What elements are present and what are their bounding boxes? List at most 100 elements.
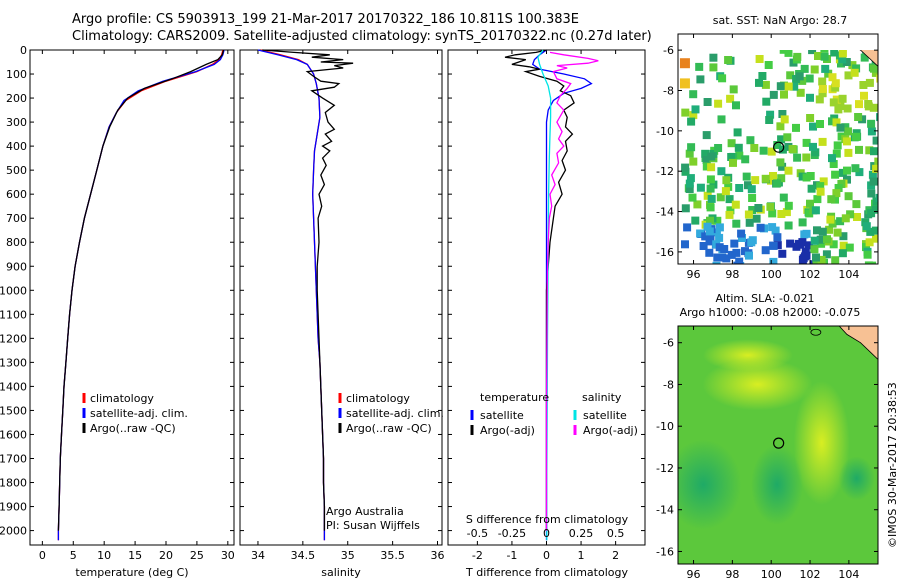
sst-pixel — [846, 210, 855, 219]
x-tick-label: 20 — [159, 549, 173, 562]
sst-pixel — [816, 182, 825, 191]
sst-pixel — [748, 236, 757, 245]
sst-pixel — [837, 59, 845, 68]
x-tick-label: -1 — [506, 549, 517, 562]
sst-pixel — [699, 242, 708, 250]
sst-pixel — [726, 94, 735, 103]
sst-pixel — [696, 75, 705, 84]
y-tick-label: 400 — [6, 140, 27, 153]
sst-pixel — [689, 157, 698, 166]
sst-pixel — [836, 123, 845, 132]
legend-label: satellite — [583, 409, 627, 422]
x-tick-label: 98 — [725, 568, 739, 580]
sst-pixel — [843, 104, 852, 113]
y-tick-label: 1500 — [0, 404, 27, 417]
x-tick-label: 1 — [578, 549, 585, 562]
sst-pixel — [824, 69, 833, 78]
sst-pixel — [703, 222, 712, 231]
sst-pixel — [724, 56, 733, 64]
sst-pixel — [758, 72, 767, 80]
sst-pixel — [761, 174, 770, 183]
top-tick-label: 0 — [543, 527, 550, 540]
map-content — [678, 36, 878, 264]
sst-pixel — [718, 74, 727, 83]
sst-pixel — [800, 230, 809, 239]
sst-pixel — [838, 94, 847, 103]
sst-pixel — [768, 223, 777, 232]
y-tick-label: 700 — [6, 212, 27, 225]
sst-pixel — [767, 147, 776, 156]
sst-pixel — [716, 193, 725, 202]
sst-pixel — [866, 227, 875, 236]
sst-pixel — [806, 114, 815, 122]
sst-pixel — [838, 168, 847, 177]
sst-pixel — [702, 162, 711, 171]
y-tick-label: -12 — [656, 462, 674, 475]
legend-label: Argo(..raw -QC) — [90, 422, 176, 435]
sst-pixel — [829, 240, 838, 249]
sst-pixel — [855, 145, 863, 154]
y-tick-label: -16 — [656, 545, 674, 558]
sst-pixel — [818, 85, 827, 93]
sst-pixel — [773, 233, 782, 242]
sst-pixel — [745, 218, 754, 227]
sst-pixel — [685, 179, 694, 188]
sst-pixel — [796, 88, 805, 97]
x-tick-label: 36 — [431, 549, 445, 562]
sst-pixel — [764, 61, 773, 69]
sst-pixel — [853, 213, 861, 221]
sst-pixel — [758, 36, 766, 44]
y-tick-label: 600 — [6, 188, 27, 201]
sst-pixel — [804, 241, 813, 250]
sst-pixel — [865, 238, 874, 247]
plot-frame — [29, 49, 235, 546]
sla-high-region — [793, 380, 850, 505]
y-tick-label: 0 — [20, 44, 27, 57]
sst-pixel — [844, 148, 853, 157]
sst-pixel — [691, 105, 700, 114]
legend-header-temperature: temperature — [480, 391, 549, 404]
sst-pixel — [727, 153, 736, 161]
sst-pixel — [869, 177, 878, 186]
annotation-text: Argo Australia — [326, 505, 404, 518]
sst-pixel — [844, 127, 852, 136]
sst-pixel — [831, 83, 840, 92]
sst-pixel — [864, 261, 873, 264]
sst-pixel — [795, 72, 804, 81]
y-tick-label: -10 — [656, 420, 674, 433]
sst-pixel — [685, 185, 694, 193]
sst-pixel — [827, 195, 836, 204]
sst-pixel — [705, 237, 714, 246]
sst-pixel — [829, 160, 838, 168]
sst-pixel — [706, 203, 715, 212]
sst-pixel — [829, 98, 838, 107]
sst-pixel — [722, 176, 731, 185]
sst-pixel — [847, 37, 855, 45]
x-tick-label: 96 — [687, 568, 701, 580]
x-tick-label: 15 — [128, 549, 142, 562]
sst-pixel — [701, 232, 710, 241]
sst-pixel — [706, 216, 714, 225]
sst-pixel — [802, 251, 811, 260]
sst-pixel — [784, 142, 793, 151]
y-tick-label: 900 — [6, 260, 27, 273]
sla-low-region — [838, 456, 875, 501]
x-axis-label: salinity — [321, 566, 361, 579]
sst-pixel — [732, 248, 741, 257]
sst-pixel — [683, 223, 692, 232]
sst-pixel — [870, 39, 878, 47]
sst-pixel — [748, 194, 757, 202]
sst-pixel — [826, 215, 835, 224]
legend-label: Argo(-adj) — [583, 424, 638, 437]
chart-title-line1: Argo profile: CS 5903913_199 21-Mar-2017… — [72, 12, 580, 27]
sst-pixel — [862, 222, 871, 231]
sst-pixel — [788, 145, 797, 153]
sst-pixel — [735, 184, 744, 192]
y-tick-label: 1600 — [0, 428, 27, 441]
sst-pixel — [714, 144, 723, 152]
sst-pixel — [813, 226, 821, 235]
sst-pixel — [724, 182, 733, 191]
sst-pixel — [742, 172, 751, 181]
sst-pixel — [816, 235, 825, 244]
sst-pixel — [705, 227, 714, 236]
